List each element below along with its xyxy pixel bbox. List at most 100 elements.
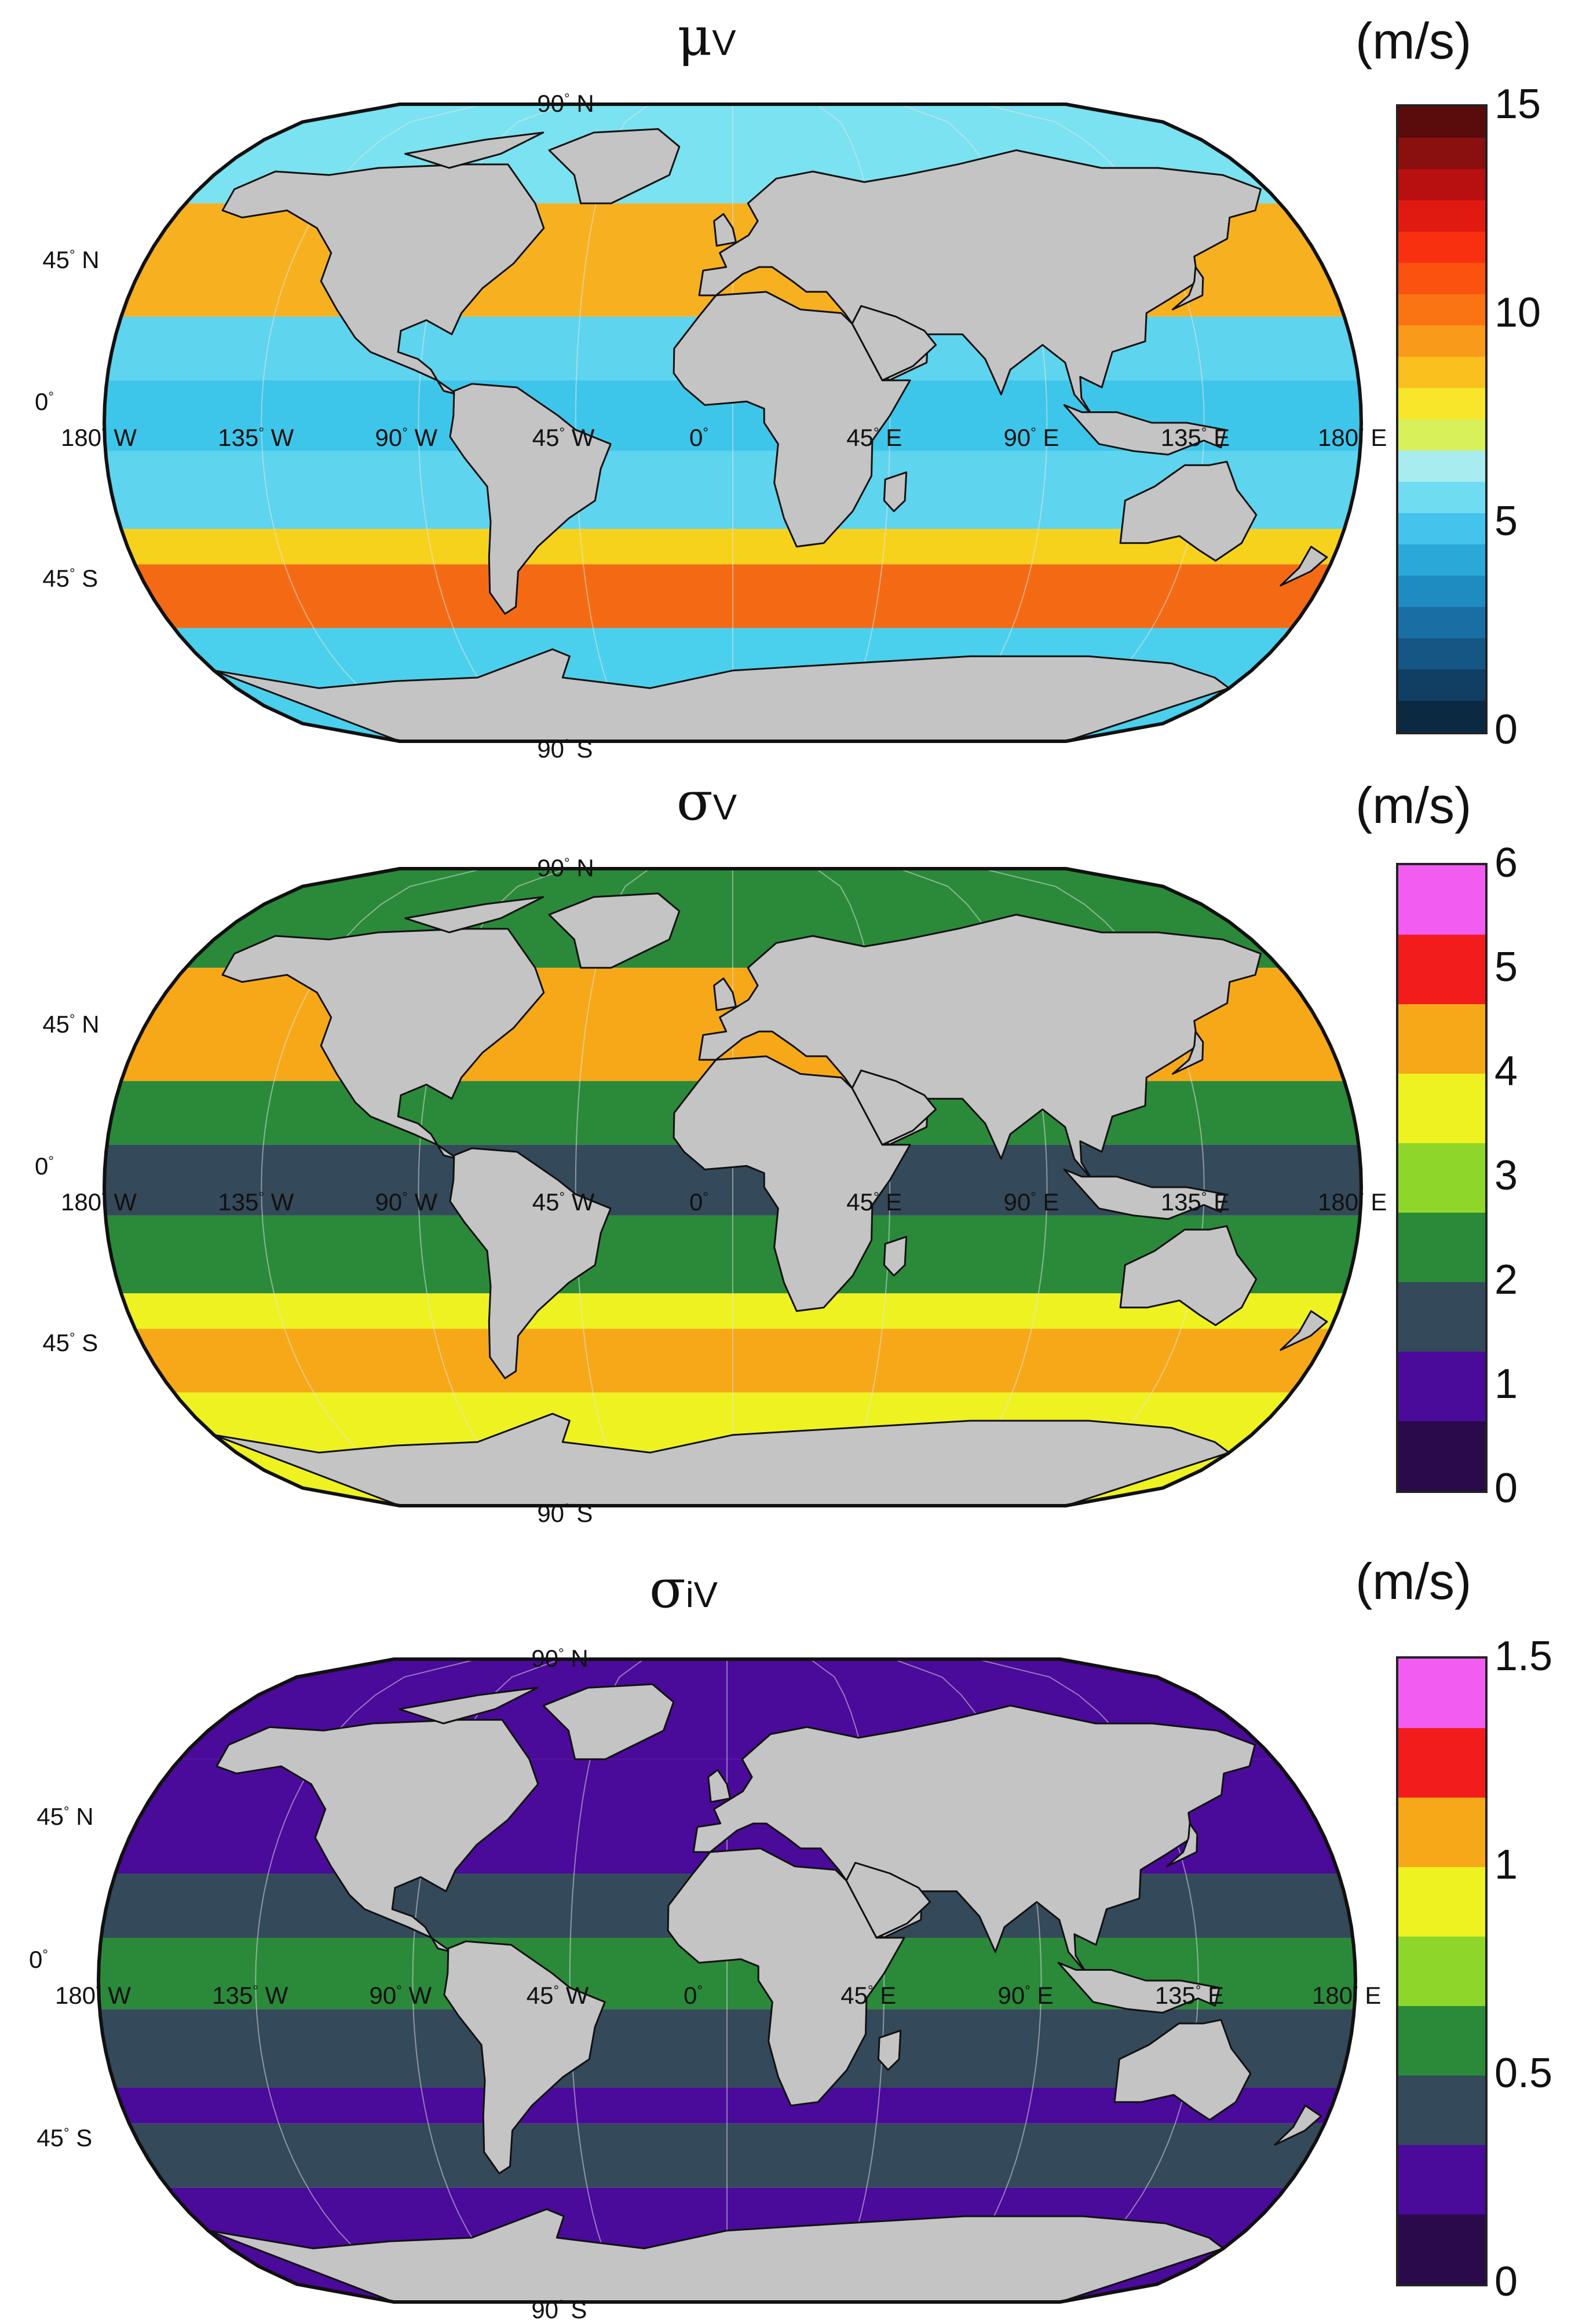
panel-title: μV [677, 6, 736, 68]
lon-label: 45° E [846, 424, 902, 451]
lon-label: 0° [689, 1188, 708, 1216]
lat-label-90s: 90° S [537, 1500, 593, 1527]
colorbar-tick-label: 5 [1494, 498, 1518, 544]
land-africa [673, 291, 911, 548]
colorbar-swatch [1398, 607, 1485, 638]
colorbar-tick-label: 0 [1494, 2259, 1518, 2305]
land-north-america [221, 163, 545, 396]
colorbar-swatch [1398, 513, 1485, 544]
lon-label: 45° W [532, 424, 595, 451]
land-uk [713, 977, 737, 1011]
land-nz [1280, 1310, 1328, 1351]
land-japan [1172, 1030, 1204, 1075]
lat-label-45s: 45° S [36, 2124, 93, 2151]
lon-label: 135° E [1154, 1982, 1225, 2009]
unit-label: (m/s) [1355, 1553, 1472, 1610]
ocean-field [104, 104, 1361, 741]
map-frame [102, 867, 1364, 1507]
land-madagascar [883, 471, 908, 513]
colorbar-swatch [1398, 701, 1485, 732]
world-map [96, 1657, 1358, 2304]
unit-label: (m/s) [1355, 12, 1472, 69]
colorbar-tick-label: 0 [1494, 707, 1518, 753]
land-uk [707, 1769, 731, 1803]
land-north-america [221, 928, 545, 1160]
land-madagascar [883, 1236, 908, 1277]
colorbar-swatch [1398, 1352, 1485, 1421]
world-map [102, 103, 1364, 743]
lon-label: 180° E [1318, 424, 1387, 451]
lat-label-45n: 45° N [42, 1011, 100, 1038]
colorbar-swatch [1398, 1937, 1485, 2006]
colorbar-tick-label: 1 [1494, 1842, 1518, 1888]
colorbar-tick-label: 2 [1494, 1257, 1518, 1303]
lon-label: 90° E [1003, 1188, 1059, 1216]
lon-label: 180° W [61, 424, 137, 451]
lon-label: 0° [684, 1982, 703, 2009]
land-madagascar [877, 2029, 902, 2071]
lat-label-45s: 45° S [42, 565, 98, 592]
colorbar [1396, 104, 1488, 734]
land-greenland [542, 1683, 675, 1761]
colorbar-swatch [1398, 1421, 1485, 1491]
lon-label: 45° W [526, 1982, 589, 2009]
colorbar-swatch [1398, 482, 1485, 513]
lon-label: 90° W [369, 1982, 432, 2009]
lat-label-90n: 90° N [537, 90, 594, 117]
colorbar-swatch [1398, 1728, 1485, 1798]
colorbar-swatch [1398, 138, 1485, 169]
lat-label-90n: 90° N [531, 1645, 589, 1672]
colorbar-swatch [1398, 107, 1485, 138]
colorbar-swatch [1398, 638, 1485, 669]
unit-label: (m/s) [1355, 777, 1472, 834]
land-eurasia [698, 913, 1262, 1181]
ocean-field [104, 869, 1361, 1506]
land-antarctica [213, 648, 1230, 741]
land-indonesia [1063, 1168, 1226, 1220]
colorbar-tick-label: 5 [1494, 944, 1518, 990]
colorbar-swatch [1398, 357, 1485, 388]
land-arctic-islands [404, 896, 544, 934]
colorbar-swatch [1398, 1659, 1485, 1728]
colorbar-swatch [1398, 1867, 1485, 1937]
lon-label: 135° W [218, 424, 294, 451]
colorbar-swatch [1398, 1143, 1485, 1213]
colorbar-tick-label: 0.5 [1494, 2050, 1553, 2096]
land-south-america [443, 1940, 606, 2175]
land-africa [673, 1055, 911, 1312]
lat-label-90s: 90° S [531, 2296, 587, 2323]
colorbar [1396, 1656, 1488, 2286]
colorbar-swatch [1398, 865, 1485, 935]
colorbar-swatch [1398, 169, 1485, 200]
lon-label: 135° E [1160, 424, 1230, 451]
lon-label: 135° E [1160, 1188, 1230, 1216]
colorbar-swatch [1398, 1074, 1485, 1143]
ocean-band [98, 2123, 1355, 2188]
land-nz [1274, 2105, 1322, 2146]
colorbar-tick-label: 15 [1494, 81, 1541, 127]
colorbar-swatch [1398, 419, 1485, 451]
lon-label: 45° E [840, 1982, 897, 2009]
colorbar-swatch [1398, 232, 1485, 263]
land-africa [667, 1847, 905, 2107]
lat-label-45s: 45° S [42, 1329, 98, 1356]
lat-label-equator: 0° [35, 1152, 54, 1180]
colorbar-swatch [1398, 200, 1485, 232]
land-north-america [215, 1719, 539, 1953]
map-frame [96, 1657, 1358, 2304]
lon-label: 90° E [997, 1982, 1054, 2009]
land-greenland [548, 128, 681, 204]
land-arctic-islands [404, 131, 544, 169]
land-indonesia [1057, 1961, 1220, 2014]
colorbar-swatch [1398, 669, 1485, 701]
land-greenland [548, 892, 681, 969]
lon-label: 135° W [218, 1188, 294, 1216]
colorbar-swatch [1398, 263, 1485, 294]
colorbar-tick-label: 3 [1494, 1152, 1518, 1199]
colorbar-swatch [1398, 1798, 1485, 1867]
land-australia [1119, 460, 1258, 562]
colorbar-swatch [1398, 2076, 1485, 2145]
land-eurasia [692, 1704, 1256, 1975]
land-japan [1166, 1822, 1198, 1868]
ocean-band [104, 1328, 1361, 1393]
